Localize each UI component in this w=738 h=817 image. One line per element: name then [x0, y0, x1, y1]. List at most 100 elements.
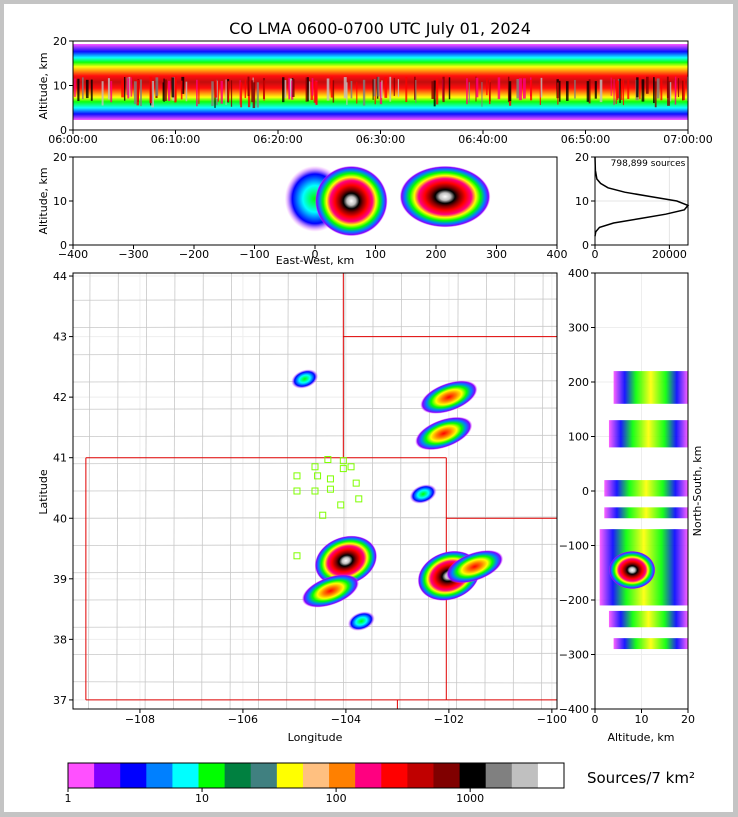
county-line: [399, 273, 402, 709]
density-streak: [646, 76, 649, 94]
hist-alt-tick-label: 20: [575, 151, 589, 164]
ns-tick-label: −100: [559, 540, 589, 553]
lma-station-marker: [352, 479, 360, 487]
density-streak: [616, 80, 619, 99]
colorbar-label: Sources/7 km²: [587, 769, 695, 787]
ns-tick-label: −300: [559, 649, 589, 662]
density-streak: [306, 77, 309, 102]
lma-station-marker: [319, 511, 327, 519]
density-streak: [230, 80, 233, 107]
longitude-tick-label: −100: [537, 713, 567, 726]
density-streak: [622, 80, 625, 106]
county-line: [73, 462, 557, 465]
colorbar-swatch: [355, 763, 382, 788]
storm-cell: [409, 484, 437, 504]
latitude-tick-label: 43: [53, 331, 67, 344]
ew-tick-label: 400: [547, 248, 568, 261]
time-tick-label: 06:40:00: [458, 133, 507, 146]
storm-cell: [420, 380, 478, 414]
density-streak: [682, 79, 685, 101]
density-streak: [110, 81, 113, 103]
ns-alt-tick-label: 10: [635, 713, 649, 726]
lma-station-marker: [311, 463, 319, 471]
ew-alt-tick-label: 20: [53, 151, 67, 164]
plan-view-y-ticks: 37 38 39 40 41 42 43 44: [53, 270, 73, 707]
density-streak: [308, 81, 311, 101]
density-streak: [240, 82, 243, 108]
density-streak: [175, 77, 177, 102]
density-streak: [350, 81, 353, 99]
density-streak: [397, 79, 400, 97]
density-streak: [481, 82, 483, 107]
colorbar-swatch: [407, 763, 434, 788]
ew-tick-label: −100: [239, 248, 269, 261]
density-streak: [263, 80, 265, 101]
colorbar-swatch: [276, 763, 304, 788]
density-streak: [163, 78, 165, 102]
north-south-density: [595, 273, 688, 709]
colorbar-tick-label: 1: [65, 792, 72, 805]
histogram-x-ticks: 0 20000: [592, 245, 687, 261]
density-streak: [384, 77, 388, 98]
density-streak: [214, 80, 218, 98]
hist-alt-tick-label: 0: [582, 239, 589, 252]
altitude-histogram-panel: 798,899 sources 0 20000 0 10 20: [575, 151, 690, 261]
hist-alt-tick-label: 10: [575, 195, 589, 208]
longitude-tick-label: −104: [331, 713, 361, 726]
ns-cluster: [613, 371, 688, 404]
density-streak: [653, 77, 655, 104]
density-streak: [167, 80, 171, 101]
density-streak: [181, 76, 185, 94]
lma-station-marker: [339, 465, 347, 473]
density-streak: [289, 78, 293, 98]
density-streak: [291, 80, 294, 100]
east-west-panel: −400 −300 −200 −100 0 100 200 300 400 0 10 20 East…: [37, 151, 568, 267]
time-altitude-panel: 06:00:00 06:10:00 06:20:00 06:30:00 06:40:00…: [37, 35, 713, 146]
density-streak: [660, 78, 663, 101]
density-streak: [574, 79, 576, 99]
density-streak: [356, 81, 358, 104]
density-streak: [682, 80, 684, 101]
density-streak: [155, 77, 159, 96]
colorbar-swatch: [302, 763, 330, 788]
density-streak: [620, 80, 623, 100]
density-streak: [508, 81, 512, 102]
density-streak: [442, 76, 445, 103]
latitude-tick-label: 38: [53, 633, 67, 646]
east-west-x-ticks: −400 −300 −200 −100 0 100 200 300 400: [58, 245, 568, 261]
density-streak: [256, 82, 259, 108]
ns-tick-label: 0: [582, 485, 589, 498]
ew-cluster: [315, 165, 388, 237]
ns-tick-label: 300: [568, 322, 589, 335]
density-streak: [436, 78, 439, 105]
east-west-ylabel: Altitude, km: [37, 167, 50, 234]
north-south-x-ticks: 0 10 20: [592, 709, 695, 726]
county-line: [484, 273, 487, 709]
density-streak: [316, 81, 318, 105]
density-streak: [292, 79, 295, 97]
east-west-density: [73, 157, 557, 245]
ns-cluster-core: [608, 550, 656, 590]
density-streak: [81, 77, 84, 100]
density-streak: [389, 76, 392, 102]
county-line: [173, 273, 176, 709]
density-streak: [225, 79, 227, 105]
density-streak: [666, 76, 669, 98]
time-altitude-streaks: [74, 76, 688, 109]
county-line: [257, 273, 261, 709]
longitude-tick-label: −108: [125, 713, 155, 726]
latitude-tick-label: 40: [53, 512, 67, 525]
county-line: [73, 543, 557, 546]
density-streak: [362, 79, 366, 106]
density-streak: [565, 81, 569, 101]
colorbar-swatch: [511, 763, 539, 788]
density-streak: [332, 80, 335, 103]
plan-view-map: [73, 273, 557, 709]
time-tick-label: 07:00:00: [663, 133, 712, 146]
density-streak: [227, 81, 230, 102]
ns-cluster: [604, 507, 688, 519]
county-line: [116, 273, 119, 709]
density-streak: [128, 76, 131, 97]
density-streak: [466, 78, 468, 105]
